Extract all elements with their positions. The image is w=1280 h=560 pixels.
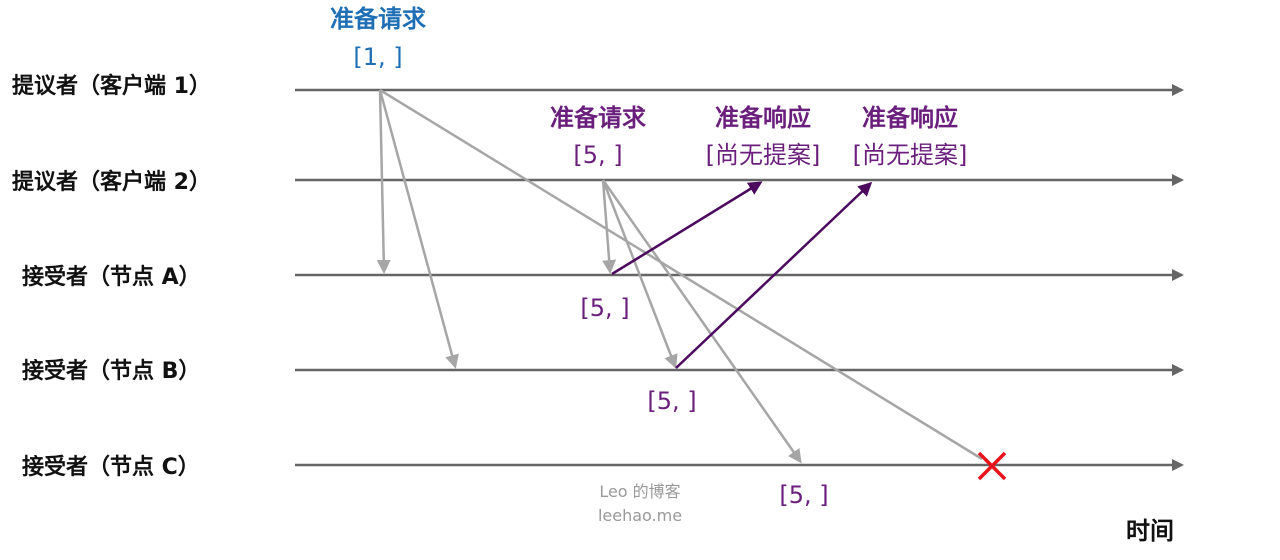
request-arrow-client2-to-node-c: [601, 179, 802, 464]
response-a-value: [尚无提案]: [706, 141, 821, 169]
request-arrow-client1-to-node-b: [378, 89, 459, 369]
rejected-cross-icon: [977, 451, 1007, 481]
time-axis-label: 时间: [1126, 517, 1174, 545]
lane-label-client-2: 提议者（客户端 2）: [12, 169, 211, 195]
request-arrow-client1-to-node-a: [376, 89, 391, 274]
lane-label-client-1: 提议者（客户端 1）: [12, 73, 211, 99]
client2-request-title: 准备请求: [550, 104, 646, 132]
watermark-url: leehao.me: [598, 506, 682, 525]
lane-label-node-c: 接受者（节点 C）: [22, 454, 200, 480]
client1-request-title: 准备请求: [330, 5, 426, 33]
watermark-title: Leo 的博客: [599, 482, 680, 501]
request-arrow-client2-to-node-b: [601, 179, 678, 369]
response-a-title: 准备响应: [715, 104, 811, 132]
client2-request-value: [5, ]: [573, 141, 622, 169]
node-c-received-value: [5, ]: [779, 481, 828, 509]
response-b-value: [尚无提案]: [853, 141, 968, 169]
lane-label-node-a: 接受者（节点 A）: [22, 264, 201, 290]
node-a-received-value: [5, ]: [580, 294, 629, 322]
request-arrow-client2-to-node-a: [601, 179, 617, 274]
lane-label-node-b: 接受者（节点 B）: [22, 358, 200, 384]
request-arrow-client1-to-node-c: [379, 88, 983, 461]
response-arrow-node-a-to-client2: [611, 181, 763, 276]
response-arrow-node-b-to-client2: [675, 181, 873, 369]
client1-request-value: [1, ]: [353, 43, 402, 71]
node-b-received-value: [5, ]: [647, 387, 696, 415]
response-b-title: 准备响应: [862, 104, 958, 132]
